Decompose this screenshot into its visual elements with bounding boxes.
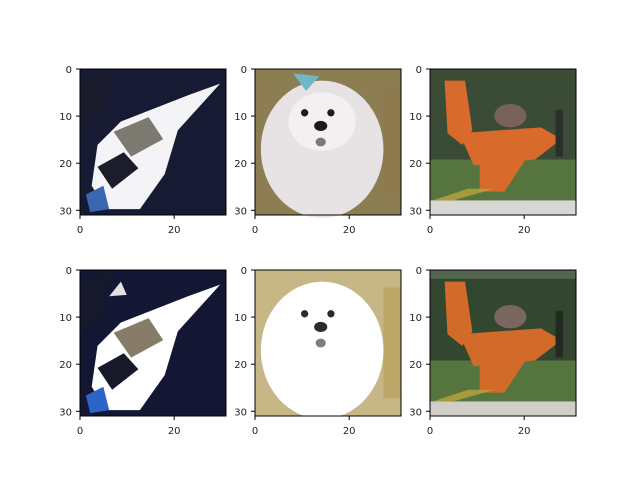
plane-wing [479, 153, 530, 192]
plane-tail [444, 80, 473, 145]
y-tick-label-3-3: 20 [409, 159, 422, 170]
x-tick-label-1-2: 20 [168, 225, 181, 236]
boat-water-reflection [85, 185, 110, 213]
y-tick-label-4-2: 10 [59, 313, 72, 324]
plane-cockpit [494, 104, 527, 128]
y-tick-label-1-1: 0 [66, 65, 72, 76]
y-tick-label-2-1: 0 [241, 65, 247, 76]
image-highlight [109, 281, 127, 297]
image-top-strip [430, 270, 576, 279]
panel-frame-5 [254, 269, 402, 417]
y-tick-label-1-4: 30 [59, 206, 72, 217]
image-panel-4: 0 20 0 10 20 30 [59, 266, 227, 437]
image-panel-6: 0 20 0 10 20 30 [409, 266, 577, 437]
dog-eye-left [300, 310, 309, 318]
x-tick-label-2-1: 0 [252, 225, 258, 236]
image-side-shadow [383, 86, 401, 198]
dog-eye-right [327, 310, 335, 318]
y-tick-label-1-3: 20 [59, 159, 72, 170]
plane-shadow [432, 389, 495, 402]
image-dark-corner [80, 270, 113, 332]
dog-mouth [315, 338, 326, 348]
y-tick-label-4-3: 20 [59, 360, 72, 371]
dog-nose [314, 321, 328, 333]
image-dark-corner [80, 69, 113, 131]
panel-frame-4 [79, 269, 227, 417]
dog-eye-right [327, 109, 335, 117]
y-tick-label-5-1: 0 [241, 266, 247, 277]
image-panel-5: 0 20 0 10 20 30 [234, 266, 402, 437]
y-tick-label-2-2: 10 [234, 112, 247, 123]
y-tick-label-6-2: 10 [409, 313, 422, 324]
x-tick-label-4-2: 20 [168, 426, 181, 437]
y-tick-label-3-1: 0 [416, 65, 422, 76]
y-tick-label-4-1: 0 [66, 266, 72, 277]
x-tick-label-6-1: 0 [427, 426, 433, 437]
x-tick-label-5-1: 0 [252, 426, 258, 437]
plane-propeller [555, 310, 563, 358]
y-tick-label-4-4: 30 [59, 407, 72, 418]
x-tick-label-2-2: 20 [343, 225, 356, 236]
y-tick-label-3-2: 10 [409, 112, 422, 123]
x-tick-label-5-2: 20 [343, 426, 356, 437]
boat-cabin [113, 318, 164, 358]
image-panel-3: 0 20 0 10 20 30 [409, 65, 577, 236]
x-tick-label-1-1: 0 [77, 225, 83, 236]
hair-bow [292, 73, 320, 91]
plane-wing [479, 354, 530, 393]
dog-eye-left [300, 109, 309, 117]
panel-frame-6 [429, 269, 577, 417]
panel-frame-2 [254, 68, 402, 216]
y-tick-label-6-1: 0 [416, 266, 422, 277]
panel-frame-3 [429, 68, 577, 216]
x-tick-label-6-2: 20 [518, 426, 531, 437]
plane-cockpit [494, 305, 527, 329]
image-panel-2: 0 20 0 10 20 30 [234, 65, 402, 236]
y-tick-label-5-4: 30 [234, 407, 247, 418]
plane-propeller [555, 109, 563, 157]
y-tick-label-5-2: 10 [234, 313, 247, 324]
boat-shadow [97, 152, 139, 189]
plane-shadow [432, 188, 495, 201]
image-side-shadow [383, 287, 401, 399]
boat-cabin [113, 117, 164, 157]
dog-nose [314, 120, 328, 132]
y-tick-label-1-2: 10 [59, 112, 72, 123]
y-tick-label-3-4: 30 [409, 206, 422, 217]
dog-mouth [315, 137, 326, 147]
plane-fuselage [459, 127, 562, 166]
image-panel-1: 0 20 0 10 20 30 [59, 65, 227, 236]
x-tick-label-4-1: 0 [77, 426, 83, 437]
plane-fuselage [459, 328, 562, 367]
x-tick-label-3-1: 0 [427, 225, 433, 236]
boat-water-reflection [85, 386, 110, 414]
boat-shadow [97, 353, 139, 390]
x-tick-label-3-2: 20 [518, 225, 531, 236]
y-tick-label-2-3: 20 [234, 159, 247, 170]
image-bottom-strip [430, 200, 576, 215]
y-tick-label-2-4: 30 [234, 206, 247, 217]
y-tick-label-6-4: 30 [409, 407, 422, 418]
image-bottom-strip [430, 401, 576, 416]
y-tick-label-6-3: 20 [409, 360, 422, 371]
plane-tail [444, 281, 473, 346]
panel-frame-1 [79, 68, 227, 216]
y-tick-label-5-3: 20 [234, 360, 247, 371]
